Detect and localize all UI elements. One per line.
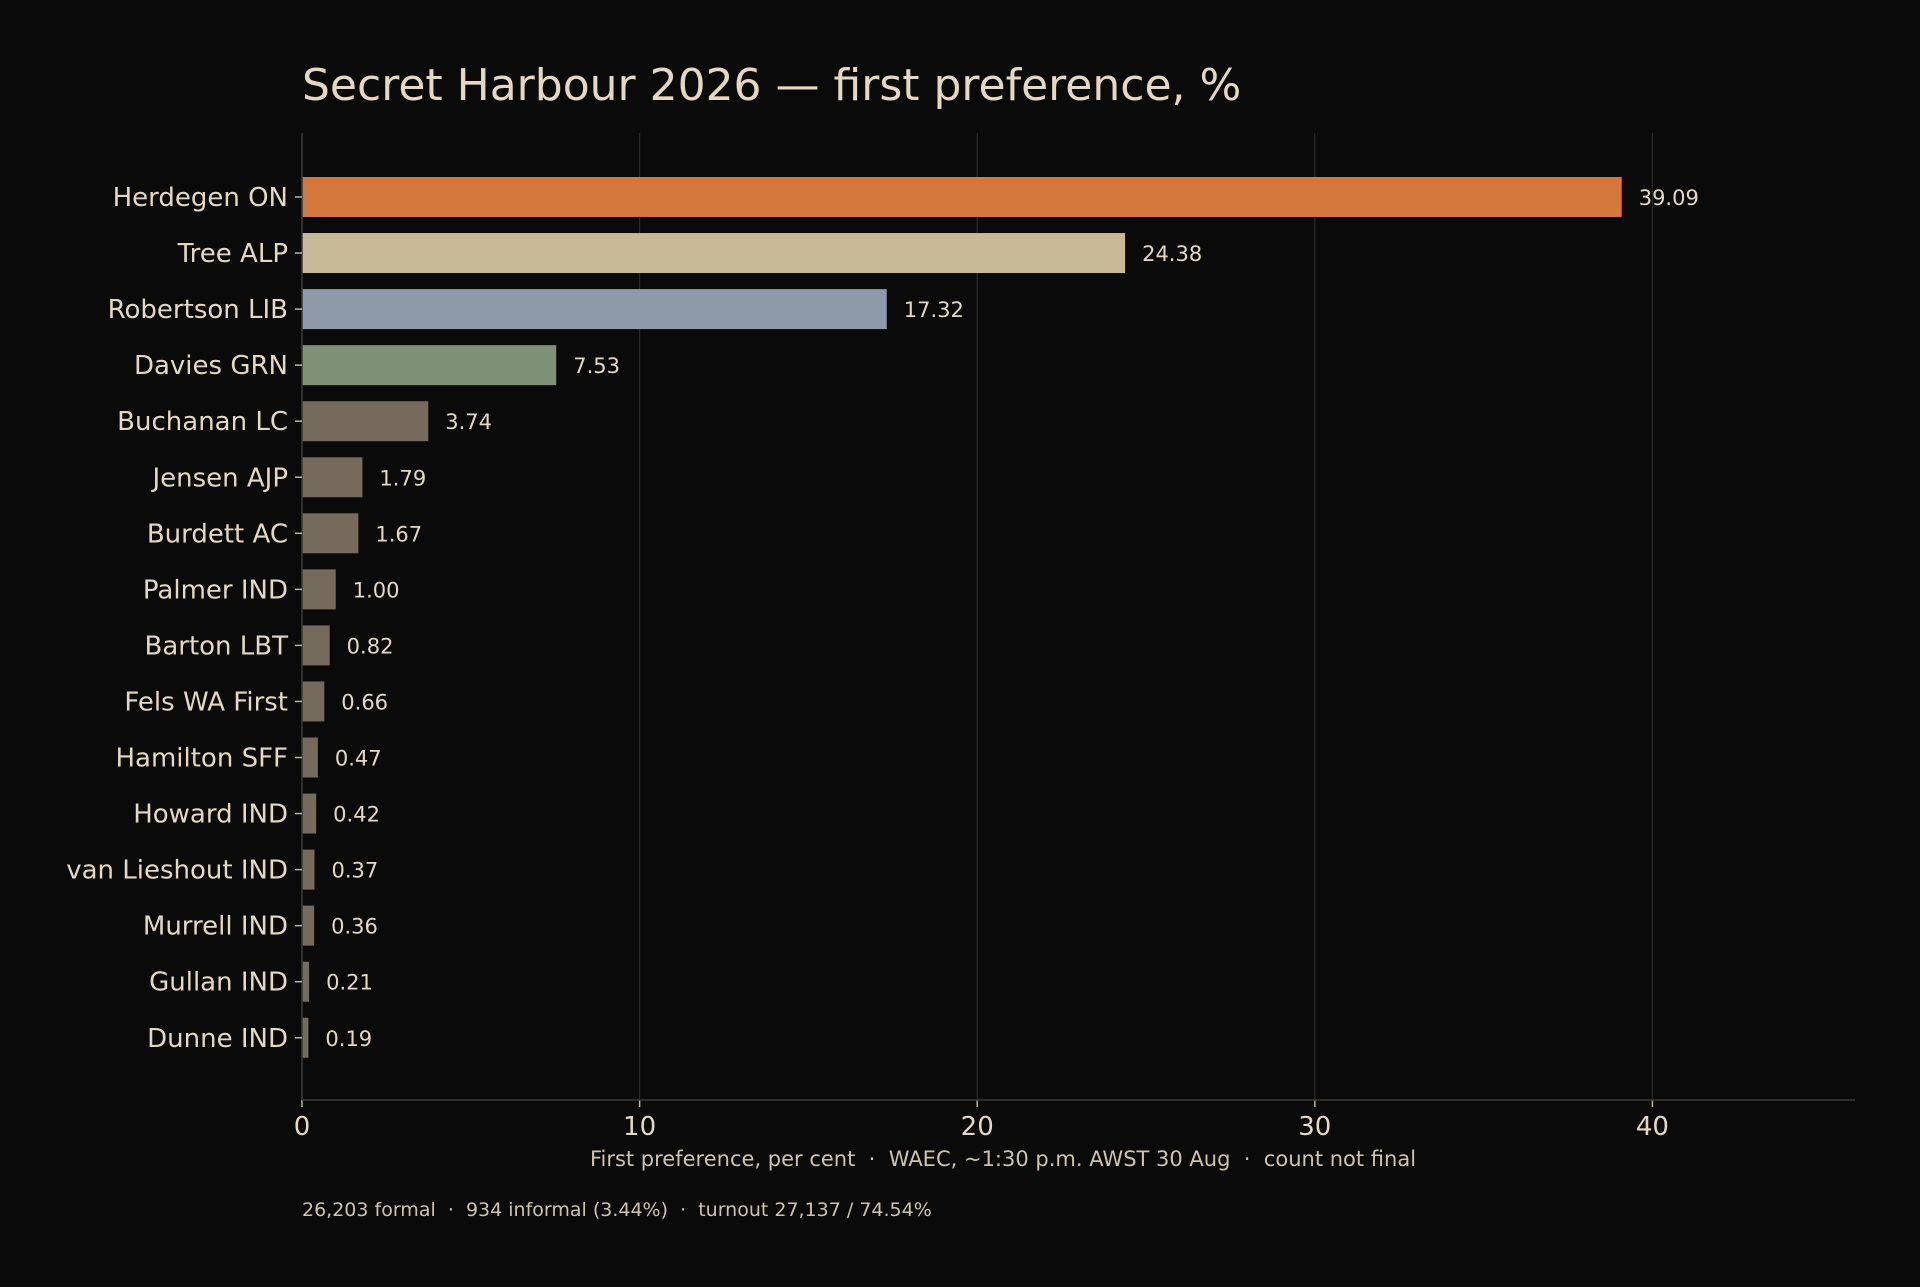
gridlines <box>639 133 1654 1100</box>
x-axis-label: First preference, per cent · WAEC, ~1:30… <box>590 1147 1416 1171</box>
value-label: 3.74 <box>445 410 492 434</box>
footnote: 26,203 formal · 934 informal (3.44%) · t… <box>302 1199 932 1221</box>
category-label: Gullan IND <box>149 968 288 998</box>
category-label: Jensen AJP <box>150 463 288 493</box>
category-label: Barton LBT <box>144 631 288 661</box>
category-label: Robertson LIB <box>108 295 288 325</box>
category-label: Herdegen ON <box>113 183 288 213</box>
x-tick-label: 0 <box>294 1112 311 1142</box>
bar <box>302 513 359 554</box>
value-label: 0.37 <box>331 859 378 883</box>
bars <box>302 177 1622 1058</box>
bar <box>302 961 310 1002</box>
category-label: Fels WA First <box>124 687 288 717</box>
chart-title: Secret Harbour 2026 — first preference, … <box>302 60 1241 111</box>
bar <box>302 905 315 946</box>
value-label: 0.36 <box>331 915 378 939</box>
category-label: Murrell IND <box>143 912 288 942</box>
x-tick-label: 20 <box>961 1112 994 1142</box>
bar <box>302 849 315 890</box>
bar <box>302 681 325 722</box>
bar <box>302 289 887 330</box>
value-label: 39.09 <box>1639 186 1699 210</box>
x-axis: 0 10 20 30 40 <box>294 133 1855 1142</box>
x-tick-label: 40 <box>1636 1112 1669 1142</box>
bar <box>302 457 363 498</box>
value-label: 1.67 <box>375 522 422 546</box>
bar <box>302 793 317 834</box>
value-labels: 39.09 24.38 17.32 7.53 3.74 1.79 1.67 1.00 0.82 0… <box>325 186 1698 1051</box>
value-label: 0.19 <box>325 1027 372 1051</box>
bar <box>302 345 557 386</box>
category-label: Davies GRN <box>134 351 288 381</box>
value-label: 7.53 <box>573 354 620 378</box>
category-label: Howard IND <box>133 800 288 830</box>
bar <box>302 625 330 666</box>
value-label: 0.47 <box>335 747 382 771</box>
value-label: 0.42 <box>333 803 380 827</box>
bar <box>302 569 336 610</box>
category-label: Buchanan LC <box>117 407 288 437</box>
category-label: Palmer IND <box>143 575 288 605</box>
bar <box>302 737 318 778</box>
value-label: 0.82 <box>347 634 394 658</box>
value-label: 0.66 <box>341 690 388 714</box>
x-tick-label: 10 <box>623 1112 656 1142</box>
category-label: van Lieshout IND <box>66 856 288 886</box>
bar <box>302 177 1622 217</box>
category-labels: Herdegen ON Tree ALP Robertson LIB Davies G… <box>66 183 288 1054</box>
value-label: 17.32 <box>904 298 964 322</box>
x-tick-label: 30 <box>1298 1112 1331 1142</box>
category-label: Burdett AC <box>147 519 288 549</box>
category-label: Hamilton SFF <box>115 744 288 774</box>
category-label: Tree ALP <box>177 239 288 269</box>
bar <box>302 1017 309 1058</box>
value-label: 1.00 <box>353 578 400 602</box>
bar <box>302 233 1126 274</box>
value-label: 24.38 <box>1142 242 1202 266</box>
bar <box>302 401 429 442</box>
category-label: Dunne IND <box>147 1024 288 1054</box>
value-label: 1.79 <box>379 466 426 490</box>
value-label: 0.21 <box>326 971 373 995</box>
